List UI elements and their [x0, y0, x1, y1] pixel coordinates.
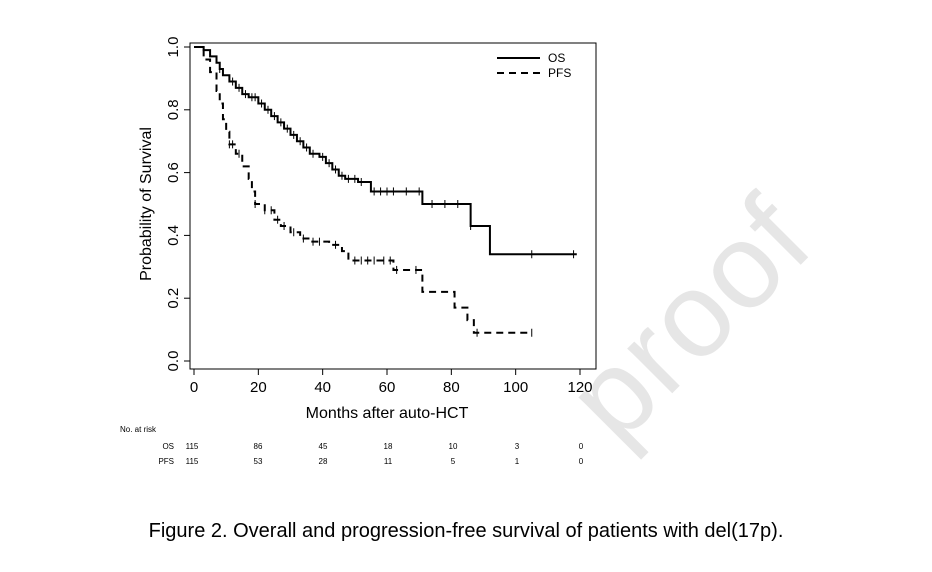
at-risk-header: No. at risk	[120, 425, 157, 434]
x-tick-label: 20	[250, 379, 267, 396]
at-risk-value: 11	[383, 457, 393, 466]
at-risk-value: 1	[514, 457, 520, 466]
y-tick-label: 0.8	[165, 99, 182, 120]
x-tick-label: 0	[190, 379, 198, 396]
at-risk-value: 3	[514, 442, 520, 451]
x-tick-label: 80	[443, 379, 460, 396]
at-risk-value: 18	[383, 442, 393, 451]
figure-caption: Figure 2. Overall and progression-free s…	[148, 520, 784, 542]
series-os-line	[194, 46, 577, 256]
at-risk-row-label: OS	[162, 442, 174, 451]
at-risk-value: 5	[450, 457, 456, 466]
x-tick-label: 100	[503, 379, 528, 396]
x-tick-label: 120	[567, 379, 592, 396]
at-risk-value: 10	[448, 442, 458, 451]
y-tick-label: 0.4	[165, 225, 182, 246]
at-risk-value: 115	[185, 442, 199, 451]
x-axis-label: Months after auto-HCT	[306, 405, 469, 422]
at-risk-value: 28	[318, 457, 328, 466]
y-tick-label: 0.6	[165, 162, 182, 183]
y-tick-label: 0.2	[165, 288, 182, 309]
y-axis-label: Probability of Survival	[138, 127, 155, 281]
at-risk-value: 115	[185, 457, 199, 466]
y-tick-label: 1.0	[165, 37, 182, 58]
legend-label-pfs: PFS	[548, 66, 571, 80]
at-risk-row-label: PFS	[158, 457, 174, 466]
at-risk-value: 53	[253, 457, 263, 466]
y-tick-label: 0.0	[165, 351, 182, 372]
at-risk-value: 0	[578, 457, 584, 466]
x-tick-label: 60	[379, 379, 396, 396]
at-risk-value: 86	[253, 442, 263, 451]
legend-label-os: OS	[548, 51, 565, 65]
at-risk-value: 45	[318, 442, 328, 451]
at-risk-value: 0	[578, 442, 584, 451]
series-pfs-line	[194, 46, 532, 334]
plot-border	[189, 42, 597, 370]
x-tick-label: 40	[314, 379, 331, 396]
